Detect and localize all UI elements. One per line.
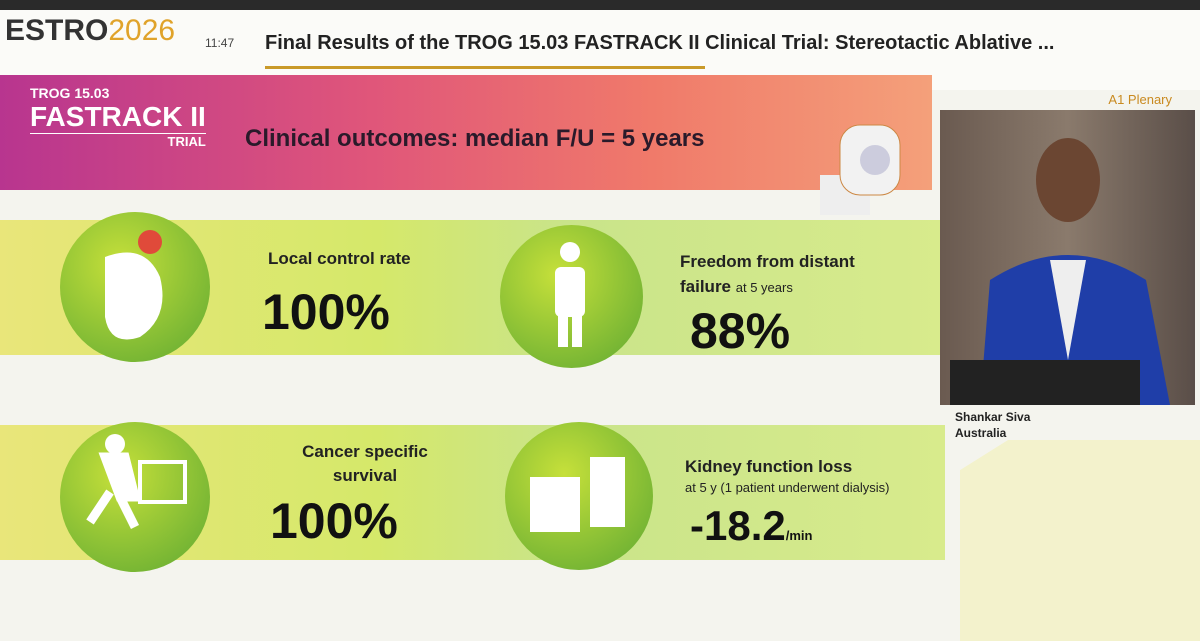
title-underline — [265, 66, 705, 69]
time: 11:47 — [205, 36, 235, 50]
outcome-label-text: Freedom from distant failure — [680, 252, 855, 296]
outcome-number: -18.2 — [690, 502, 786, 549]
brand: TROG 15.03 FASTRACK II TRIAL — [30, 85, 206, 149]
outcome-value: 100% — [270, 493, 398, 549]
brand-main: FASTRACK II — [30, 101, 206, 132]
outcome-unit: /min — [785, 528, 813, 543]
speaker-country: Australia — [955, 426, 1007, 440]
session-title: Final Results of the TROG 15.03 FASTRACK… — [265, 32, 1055, 54]
outcome-value: 88% — [690, 303, 791, 359]
logo-right: 2026 — [108, 14, 176, 47]
room-edge — [0, 0, 1200, 12]
speaker-name: Shankar Siva — [955, 410, 1031, 424]
icon-glyphs — [86, 230, 625, 532]
session-label: A1 Plenary — [1108, 92, 1172, 107]
heading-banner — [0, 75, 932, 190]
outcome-label: Local control rate — [268, 249, 411, 268]
outcome-value: 100% — [262, 284, 390, 340]
speaker-figure — [950, 138, 1170, 405]
outcome-note: at 5 years — [735, 280, 793, 295]
brand-sub: TRIAL — [30, 133, 206, 149]
logo: ESTRO2026 — [5, 14, 175, 48]
outcome-label: Cancer specific survival — [302, 442, 428, 485]
outcome-value: -18.2/min — [690, 502, 812, 550]
outcome-note: at 5 y (1 patient underwent dialysis) — [685, 480, 890, 495]
outcome-label: Kidney function loss — [685, 457, 853, 476]
outcome-label: Freedom from distant failure at 5 years — [680, 249, 900, 300]
brand-top: TROG 15.03 — [30, 85, 110, 101]
decor-panel — [960, 440, 1200, 641]
logo-left: ESTRO — [5, 14, 109, 47]
machine-icon — [820, 124, 901, 215]
slide-heading: Clinical outcomes: median F/U = 5 years — [245, 125, 705, 152]
speaker-video — [940, 110, 1195, 405]
